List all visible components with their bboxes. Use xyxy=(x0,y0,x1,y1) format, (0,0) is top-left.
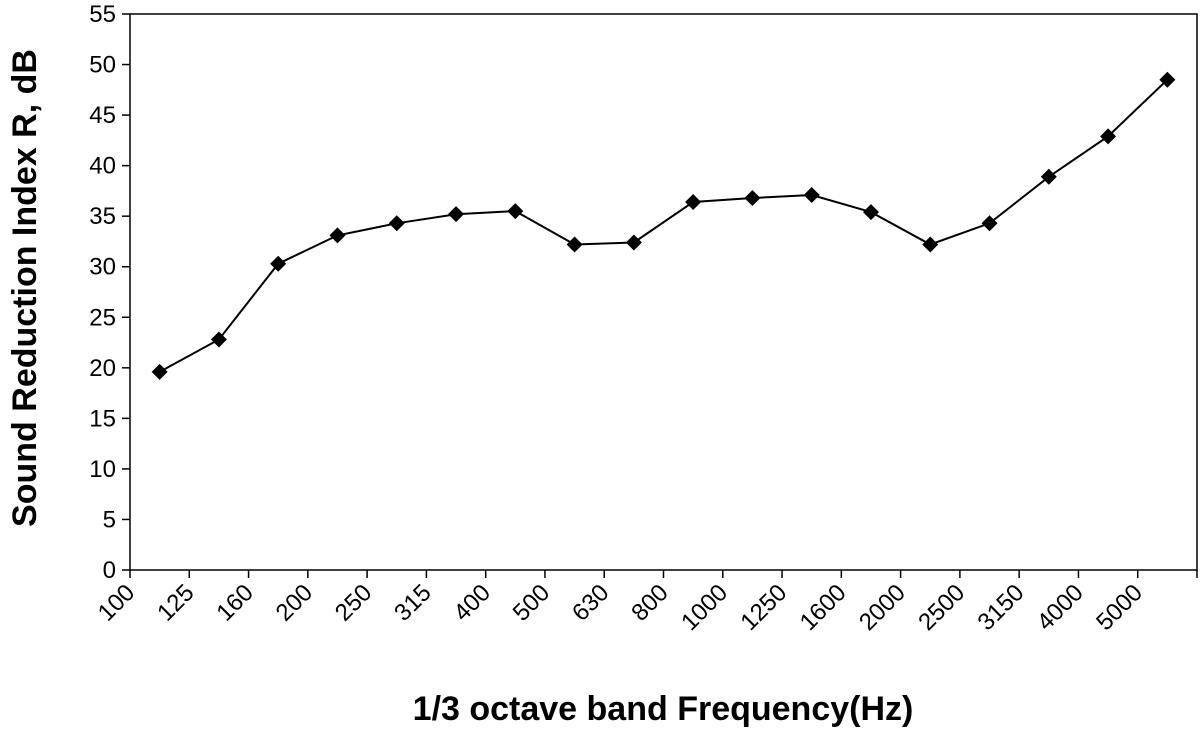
y-tick-label: 15 xyxy=(89,405,116,432)
y-tick-label: 0 xyxy=(103,557,116,584)
x-tick-label: 500 xyxy=(508,579,555,626)
y-tick-label: 5 xyxy=(103,506,116,533)
data-point-marker xyxy=(507,203,524,220)
y-tick-label: 50 xyxy=(89,52,116,79)
x-tick-label: 125 xyxy=(152,579,199,626)
x-tick-label: 400 xyxy=(449,579,496,626)
x-tick-label: 4000 xyxy=(1032,579,1089,636)
plot-area xyxy=(129,13,1198,571)
data-point-marker xyxy=(744,189,761,206)
y-tick-label: 10 xyxy=(89,456,116,483)
data-point-marker xyxy=(329,227,346,244)
series-line xyxy=(159,78,1169,373)
x-tick-label: 2000 xyxy=(854,579,911,636)
y-tick-label: 45 xyxy=(89,102,116,129)
x-tick-label: 1600 xyxy=(795,579,852,636)
data-point-marker xyxy=(448,206,465,223)
series-layer xyxy=(151,71,1176,380)
y-tick-label: 20 xyxy=(89,355,116,382)
x-tick-label: 2500 xyxy=(913,579,970,636)
data-point-marker xyxy=(685,194,702,211)
x-tick-label: 160 xyxy=(211,579,258,626)
x-axis-title: 1/3 octave band Frequency(Hz) xyxy=(413,690,914,728)
data-point-marker xyxy=(151,363,168,380)
data-point-marker xyxy=(625,234,642,251)
x-tick-label: 1000 xyxy=(676,579,733,636)
x-tick-label: 5000 xyxy=(1091,579,1148,636)
data-point-marker xyxy=(862,204,879,221)
data-point-marker xyxy=(270,255,287,272)
data-point-marker xyxy=(922,236,939,253)
y-tick-label: 55 xyxy=(89,1,116,28)
x-tick-label: 250 xyxy=(330,579,377,626)
x-tick-label: 800 xyxy=(626,579,673,626)
data-point-marker xyxy=(566,236,583,253)
data-point-marker xyxy=(1159,71,1176,88)
x-tick-label: 100 xyxy=(93,579,140,626)
data-point-marker xyxy=(1100,128,1117,145)
y-tick-label: 40 xyxy=(89,153,116,180)
x-tick-label: 630 xyxy=(567,579,614,626)
data-point-marker xyxy=(981,215,998,232)
y-tick-label: 30 xyxy=(89,254,116,281)
x-axis: 100 125 160 200 250 315 400 500 630 800 1000 1250 16… xyxy=(93,570,1198,636)
y-tick-label: 35 xyxy=(89,203,116,230)
plot-border xyxy=(129,13,1198,571)
x-tick-label: 200 xyxy=(271,579,318,626)
data-point-marker xyxy=(1040,168,1057,185)
x-tick-label: 1250 xyxy=(735,579,792,636)
data-point-marker xyxy=(803,186,820,203)
y-tick-label: 25 xyxy=(89,304,116,331)
y-axis: 0 5 10 15 20 25 30 35 40 45 50 55 xyxy=(89,1,130,584)
x-tick-label: 315 xyxy=(389,579,436,626)
y-axis-title: Sound Reduction Index R, dB xyxy=(6,49,44,527)
data-point-marker xyxy=(388,215,405,232)
x-tick-label: 3150 xyxy=(973,579,1030,636)
data-point-marker xyxy=(210,331,227,348)
